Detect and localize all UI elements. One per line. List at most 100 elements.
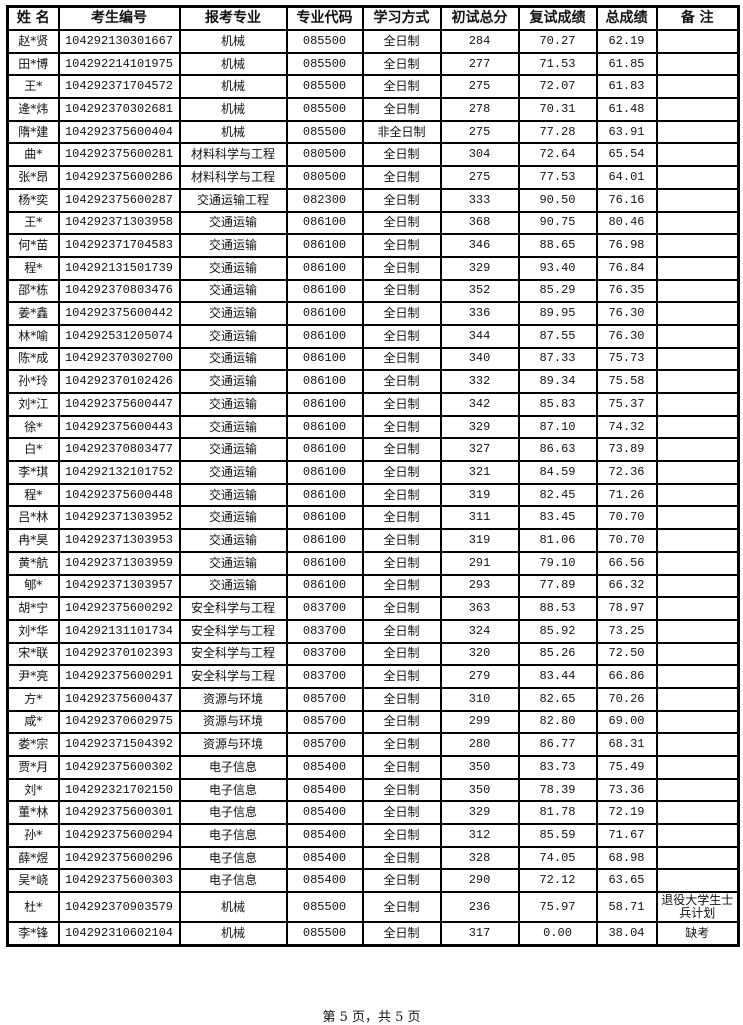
table-row: 陈*成 104292370302700 交通运输 086100 全日制 340 87.33 7… [6,346,740,372]
cell-major-code: 085400 [285,755,364,780]
cell-name: 何*苗 [6,233,60,258]
cell-retest-score: 85.29 [517,278,598,304]
cell-study-mode: 全日制 [361,29,442,54]
cell-major: 资源与环境 [178,709,288,735]
cell-name: 尹*亮 [6,664,60,689]
cell-study-mode: 全日制 [361,392,442,417]
cell-study-mode: 全日制 [361,550,442,576]
cell-prelim-score: 327 [439,437,520,463]
cell-major: 机械 [178,51,288,77]
cell-total-score: 68.31 [595,732,658,757]
cell-name: 陈*成 [6,346,60,372]
cell-candidate-id: 104292375600404 [57,119,181,145]
cell-remark [655,845,740,871]
cell-candidate-id: 104292310602104 [57,921,181,947]
cell-retest-score: 83.73 [517,755,598,780]
cell-total-score: 76.98 [595,233,658,258]
cell-remark [655,346,740,372]
cell-study-mode: 全日制 [361,528,442,553]
cell-name: 贾*月 [6,755,60,780]
cell-retest-score: 70.27 [517,29,598,54]
cell-major: 资源与环境 [178,686,288,712]
cell-retest-score: 85.59 [517,823,598,848]
cell-prelim-score: 321 [439,460,520,485]
cell-retest-score: 82.45 [517,482,598,508]
cell-name: 宋*联 [6,641,60,667]
table-row: 王* 104292371704572 机械 085500 全日制 275 72.07 61.8… [6,74,740,100]
cell-remark [655,505,740,531]
cell-major-code: 086100 [285,573,364,599]
header-study-mode: 学习方式 [361,5,442,31]
cell-total-score: 76.30 [595,323,658,349]
cell-major-code: 086100 [285,437,364,463]
cell-remark [655,550,740,576]
cell-name: 徐* [6,414,60,440]
cell-name: 吕*林 [6,505,60,531]
cell-major-code: 086100 [285,505,364,531]
cell-major-code: 086100 [285,414,364,440]
cell-remark [655,187,740,213]
cell-major: 交通运输 [178,255,288,281]
cell-study-mode: 全日制 [361,505,442,531]
cell-remark [655,709,740,735]
cell-study-mode: 全日制 [361,800,442,826]
cell-major-code: 085700 [285,709,364,735]
cell-study-mode: 全日制 [361,51,442,77]
cell-major: 交通运输 [178,550,288,576]
cell-prelim-score: 328 [439,845,520,871]
cell-major: 机械 [178,921,288,947]
cell-major-code: 085500 [285,51,364,77]
cell-name: 林*喻 [6,323,60,349]
table-row: 曲* 104292375600281 材料科学与工程 080500 全日制 304 72.6… [6,142,740,168]
cell-study-mode: 全日制 [361,210,442,236]
cell-name: 黄*航 [6,550,60,576]
cell-remark [655,255,740,281]
cell-retest-score: 78.39 [517,777,598,803]
cell-prelim-score: 340 [439,346,520,372]
cell-major-code: 083700 [285,664,364,689]
cell-total-score: 76.35 [595,278,658,304]
cell-retest-score: 77.89 [517,573,598,599]
cell-remark [655,165,740,190]
cell-candidate-id: 104292371303952 [57,505,181,531]
cell-study-mode: 全日制 [361,664,442,689]
cell-candidate-id: 104292370803477 [57,437,181,463]
cell-remark [655,392,740,417]
cell-prelim-score: 312 [439,823,520,848]
table-row: 杜* 104292370903579 机械 085500 全日制 236 75.97 58.7… [6,891,740,924]
cell-total-score: 76.16 [595,187,658,213]
cell-remark [655,369,740,394]
cell-remark [655,142,740,168]
cell-major: 交通运输 [178,210,288,236]
cell-name: 薛*煜 [6,845,60,871]
cell-major: 安全科学与工程 [178,641,288,667]
cell-major-code: 086100 [285,323,364,349]
cell-total-score: 70.70 [595,505,658,531]
cell-candidate-id: 104292370903579 [57,891,181,924]
header-major-code: 专业代码 [285,5,364,31]
cell-study-mode: 全日制 [361,755,442,780]
cell-candidate-id: 104292375600301 [57,800,181,826]
cell-name: 邵*栋 [6,278,60,304]
cell-prelim-score: 304 [439,142,520,168]
cell-major: 交通运输 [178,482,288,508]
cell-prelim-score: 346 [439,233,520,258]
cell-total-score: 66.56 [595,550,658,576]
cell-study-mode: 全日制 [361,255,442,281]
cell-prelim-score: 311 [439,505,520,531]
table-row: 赵*贤 104292130301667 机械 085500 全日制 284 70.27 62.… [6,29,740,54]
cell-study-mode: 全日制 [361,641,442,667]
cell-retest-score: 93.40 [517,255,598,281]
header-total-score: 总成绩 [595,5,658,31]
cell-study-mode: 全日制 [361,414,442,440]
cell-study-mode: 全日制 [361,233,442,258]
cell-total-score: 63.65 [595,868,658,894]
cell-major: 材料科学与工程 [178,142,288,168]
table-row: 董*林 104292375600301 电子信息 085400 全日制 329 81.78 7… [6,800,740,826]
table-row: 王* 104292371303958 交通运输 086100 全日制 368 90.75 80… [6,210,740,236]
cell-total-score: 66.86 [595,664,658,689]
cell-major: 交通运输 [178,346,288,372]
cell-retest-score: 81.78 [517,800,598,826]
cell-candidate-id: 104292371704583 [57,233,181,258]
cell-total-score: 78.97 [595,596,658,621]
